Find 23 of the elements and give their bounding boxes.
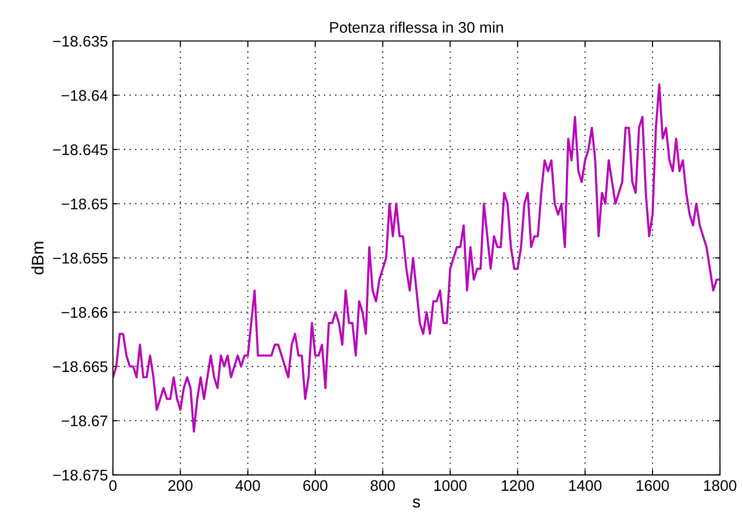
y-tick-label: −18.64 bbox=[62, 90, 108, 101]
x-tick-label: 400 bbox=[235, 480, 260, 491]
x-tick-label: 1000 bbox=[434, 480, 467, 491]
x-tick-label: 1600 bbox=[636, 480, 669, 491]
y-tick-label: −18.67 bbox=[62, 416, 108, 426]
y-tick-label: −18.66 bbox=[62, 307, 108, 318]
y-tick-label: −18.665 bbox=[53, 361, 108, 372]
x-tick-label: 1400 bbox=[569, 480, 602, 491]
y-axis-title: dBm bbox=[31, 242, 44, 274]
x-tick-label: 600 bbox=[303, 480, 328, 491]
x-tick-label: 200 bbox=[168, 480, 193, 491]
x-tick-label: 1200 bbox=[502, 480, 534, 491]
y-tick-label: −18.645 bbox=[53, 144, 108, 156]
x-tick-label: 800 bbox=[370, 480, 395, 491]
chart-title: Potenza riflessa in 30 min bbox=[330, 22, 503, 33]
x-tick-label: 0 bbox=[109, 480, 117, 491]
y-tick-label: −18.65 bbox=[62, 198, 108, 210]
y-tick-label: −18.635 bbox=[53, 36, 108, 47]
x-tick-label: 1800 bbox=[704, 480, 736, 491]
line-series bbox=[112, 83, 720, 433]
y-tick-label: −18.675 bbox=[53, 470, 108, 481]
y-tick-label: −18.655 bbox=[53, 252, 108, 264]
x-axis-title: s bbox=[412, 498, 420, 508]
